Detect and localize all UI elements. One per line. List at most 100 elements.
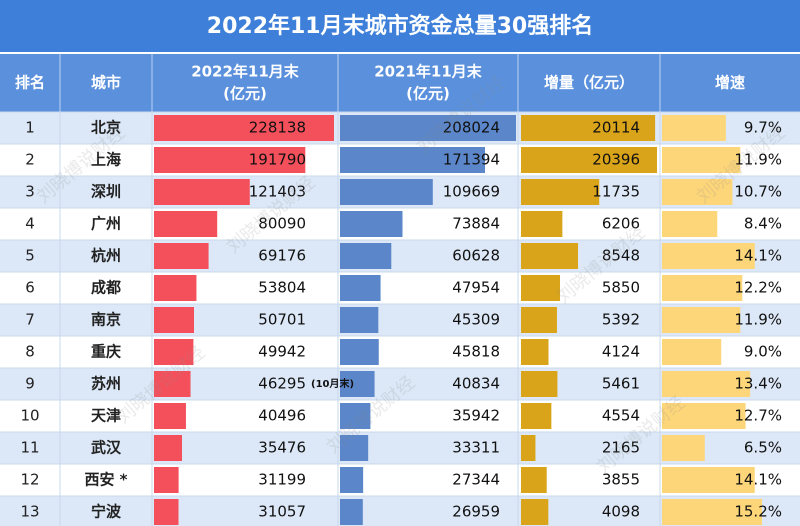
- data-bar: [154, 275, 197, 301]
- data-bar: [521, 147, 657, 173]
- data-bar: [521, 115, 656, 141]
- value: 8548: [602, 247, 640, 265]
- value: 47954: [452, 279, 500, 297]
- value: 14.1%: [734, 247, 782, 265]
- data-bar: [521, 339, 549, 365]
- rank: 11: [20, 439, 39, 457]
- data-bar: [521, 211, 563, 237]
- value: 11.9%: [734, 151, 782, 169]
- column-header: 城市: [91, 74, 121, 92]
- rank: 1: [25, 119, 35, 137]
- city: 上海: [91, 151, 121, 169]
- value: 171394: [443, 151, 500, 169]
- value: 12.2%: [734, 279, 782, 297]
- value: 4124: [602, 343, 640, 361]
- data-bar: [662, 275, 743, 301]
- value: 80090: [258, 215, 306, 233]
- data-bar: [662, 339, 722, 365]
- city: 深圳: [91, 183, 121, 201]
- value: 2165: [602, 439, 640, 457]
- value: 8.4%: [744, 215, 782, 233]
- data-bar: [340, 307, 379, 333]
- column-header: (亿元): [223, 85, 267, 103]
- value: 46295: [258, 375, 306, 393]
- value: 45818: [452, 343, 500, 361]
- data-bar: [154, 147, 306, 173]
- value: 3855: [602, 471, 640, 489]
- data-bar: [521, 179, 600, 205]
- value: 15.2%: [734, 503, 782, 521]
- data-bar: [662, 307, 741, 333]
- rank: 3: [25, 183, 35, 201]
- data-bar: [662, 147, 741, 173]
- data-bar: [340, 243, 392, 269]
- city: 南京: [91, 311, 121, 329]
- value: 5392: [602, 311, 640, 329]
- data-bar: [521, 499, 549, 525]
- rank: 2: [25, 151, 35, 169]
- data-bar: [340, 275, 381, 301]
- data-bar: [662, 499, 762, 525]
- data-bar: [662, 403, 746, 429]
- value: 49942: [258, 343, 306, 361]
- rank: 6: [25, 279, 35, 297]
- data-bar: [154, 467, 179, 493]
- value: 6206: [602, 215, 640, 233]
- data-bar: [662, 115, 726, 141]
- city: 成都: [91, 279, 121, 297]
- data-bar: [521, 243, 578, 269]
- rank: 4: [25, 215, 35, 233]
- data-bar: [521, 467, 547, 493]
- data-bar: [154, 435, 182, 461]
- title-bar: [0, 0, 800, 52]
- rank: 7: [25, 311, 35, 329]
- data-bar: [521, 371, 558, 397]
- value: 69176: [258, 247, 306, 265]
- title: 2022年11月末城市资金总量30强排名: [207, 13, 593, 39]
- column-header: (亿元): [406, 85, 450, 103]
- value: 5461: [602, 375, 640, 393]
- column-header: 增速: [715, 74, 745, 92]
- column-header: 2021年11月末: [374, 63, 483, 81]
- header-row: [0, 54, 800, 112]
- value: 20396: [592, 151, 640, 169]
- data-bar: [662, 179, 733, 205]
- data-bar: [154, 371, 191, 397]
- value: 45309: [452, 311, 500, 329]
- data-bar: [340, 211, 403, 237]
- value: 73884: [452, 215, 500, 233]
- value: 4098: [602, 503, 640, 521]
- city: 天津: [91, 407, 121, 425]
- data-bar: [662, 435, 705, 461]
- data-bar: [662, 371, 751, 397]
- data-bar: [154, 115, 334, 141]
- data-bar: [521, 275, 561, 301]
- rank: 9: [25, 375, 35, 393]
- column-header: 排名: [15, 74, 45, 92]
- value: 5850: [602, 279, 640, 297]
- data-bar: [154, 499, 179, 525]
- value: 121403: [249, 183, 306, 201]
- value: 12.7%: [734, 407, 782, 425]
- rank: 8: [25, 343, 35, 361]
- value: 26959: [452, 503, 500, 521]
- value: 27344: [452, 471, 500, 489]
- value: 60628: [452, 247, 500, 265]
- data-bar: [154, 243, 209, 269]
- value: 4554: [602, 407, 640, 425]
- rank: 12: [20, 471, 39, 489]
- value: 10.7%: [734, 183, 782, 201]
- rank: 5: [25, 247, 35, 265]
- city: 苏州: [91, 375, 121, 393]
- value: 35942: [452, 407, 500, 425]
- value: 53804: [258, 279, 306, 297]
- value: 33311: [452, 439, 500, 457]
- data-bar: [340, 115, 516, 141]
- value: 35476: [258, 439, 306, 457]
- value: 191790: [249, 151, 306, 169]
- data-bar: [154, 211, 218, 237]
- rank: 10: [20, 407, 39, 425]
- value: 228138: [249, 119, 306, 137]
- value: 31199: [258, 471, 306, 489]
